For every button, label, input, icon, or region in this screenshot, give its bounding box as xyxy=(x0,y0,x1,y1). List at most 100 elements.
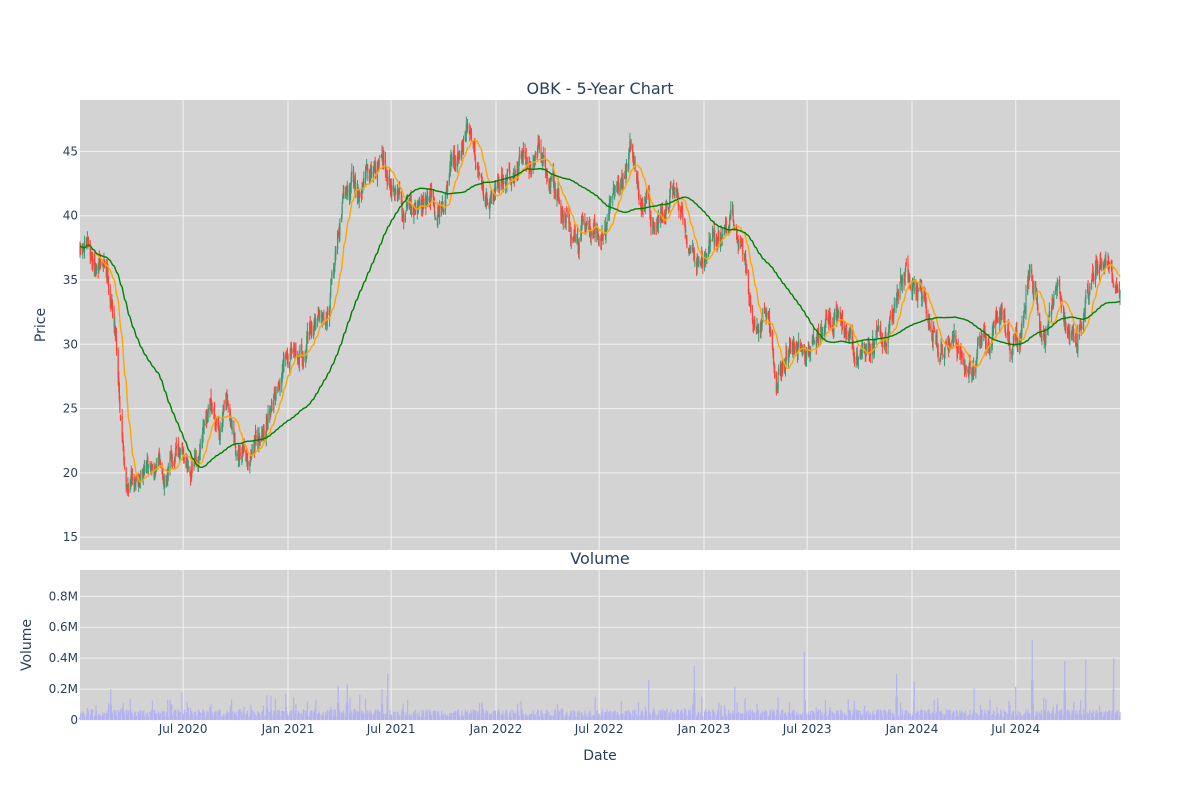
candle-body xyxy=(654,227,656,228)
volume-bar xyxy=(754,713,756,720)
volume-chart-title: Volume xyxy=(570,549,630,568)
candle-body xyxy=(241,455,243,460)
volume-bar xyxy=(815,707,817,720)
volume-bar xyxy=(1101,711,1103,720)
candle-body xyxy=(617,182,620,186)
candle-body xyxy=(373,166,375,173)
volume-bar xyxy=(620,701,622,720)
candle-body xyxy=(702,262,704,269)
candle-body xyxy=(1119,289,1121,297)
candle-body xyxy=(493,195,495,199)
candle-body xyxy=(1020,332,1023,336)
candle-body xyxy=(442,209,445,213)
candle-body xyxy=(580,224,583,237)
volume-bar xyxy=(411,715,413,720)
candle-body xyxy=(871,343,873,356)
x-tick-label: Jan 2022 xyxy=(469,722,523,736)
volume-bar xyxy=(1077,712,1079,720)
volume-bar xyxy=(542,716,544,720)
candle-body xyxy=(915,286,917,292)
volume-bar xyxy=(948,710,950,720)
candle-body xyxy=(923,294,925,299)
candle-body xyxy=(311,327,313,332)
candle-body xyxy=(770,331,772,333)
candle-body xyxy=(1011,351,1013,357)
candle-body xyxy=(410,195,412,209)
volume-bar xyxy=(494,710,497,720)
volume-bar xyxy=(977,715,979,720)
candle-body xyxy=(1040,325,1042,335)
candle-body xyxy=(905,262,907,265)
candle-body xyxy=(766,312,768,320)
candle-body xyxy=(1013,333,1015,341)
volume-bar xyxy=(654,713,656,720)
candle-body xyxy=(441,202,444,205)
candle-body xyxy=(948,344,950,353)
volume-bar xyxy=(399,714,401,720)
candle-body xyxy=(933,327,935,333)
candle-body xyxy=(98,261,100,272)
volume-bar xyxy=(812,710,814,720)
candle-body xyxy=(694,262,696,264)
volume-bar xyxy=(389,710,391,720)
candle-body xyxy=(366,165,368,170)
candle-body xyxy=(944,348,946,351)
candle-body xyxy=(1108,266,1110,268)
candle-body xyxy=(457,151,459,161)
volume-bar xyxy=(1117,710,1119,720)
candle-body xyxy=(127,488,130,493)
volume-bar xyxy=(95,711,98,720)
candle-body xyxy=(302,361,304,365)
candle-body xyxy=(181,448,184,451)
volume-bar xyxy=(115,715,118,720)
candle-body xyxy=(554,189,556,199)
candle-body xyxy=(1007,326,1009,338)
candle-body xyxy=(915,289,918,291)
candle-body xyxy=(254,440,256,450)
volume-bar xyxy=(634,709,636,720)
volume-bar xyxy=(1000,710,1003,720)
candle-body xyxy=(522,150,524,157)
candle-body xyxy=(1091,273,1093,282)
candle-body xyxy=(359,192,361,197)
candle-body xyxy=(458,156,460,161)
volume-bar xyxy=(270,709,273,720)
volume-bar xyxy=(537,710,539,720)
volume-bar xyxy=(790,713,792,720)
candle-body xyxy=(927,313,929,322)
candle-body xyxy=(756,327,759,329)
candle-body xyxy=(278,383,280,388)
candle-body xyxy=(601,235,604,238)
candle-body xyxy=(983,326,985,330)
candle-body xyxy=(804,354,806,362)
candle-body xyxy=(865,346,868,353)
candle-body xyxy=(428,197,430,202)
candle-body xyxy=(358,194,360,202)
candle-body xyxy=(123,462,126,467)
candle-body xyxy=(518,161,520,175)
candle-body xyxy=(337,234,339,236)
volume-bar xyxy=(550,715,552,720)
price-y-tick-label: 20 xyxy=(63,466,78,480)
candle-body xyxy=(440,203,442,210)
candle-body xyxy=(730,210,732,220)
candle-body xyxy=(275,387,277,400)
candle-body xyxy=(125,467,127,487)
candle-body xyxy=(175,445,177,450)
candle-body xyxy=(267,411,269,423)
candle-body xyxy=(1083,310,1085,319)
candle-body xyxy=(863,342,865,345)
volume-bar xyxy=(215,711,217,720)
candle-body xyxy=(747,273,750,294)
candle-body xyxy=(1056,286,1058,289)
volume-bar xyxy=(246,710,249,720)
volume-bar xyxy=(478,703,481,720)
candle-body xyxy=(1043,333,1045,337)
volume-bar xyxy=(271,715,273,720)
candle-body xyxy=(342,195,344,202)
candle-body xyxy=(130,478,132,487)
candle-body xyxy=(739,238,742,243)
candle-body xyxy=(824,321,826,326)
candle-body xyxy=(903,278,906,280)
candle-body xyxy=(331,271,333,282)
